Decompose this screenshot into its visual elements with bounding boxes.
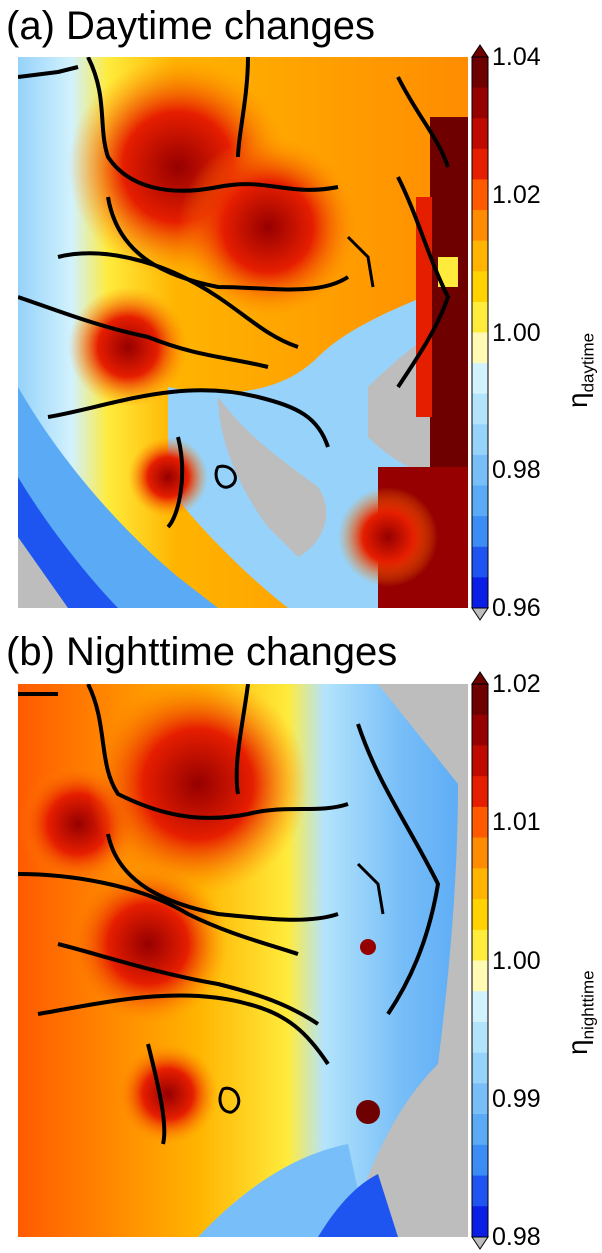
colorbar-band bbox=[472, 929, 488, 961]
colorbar-max-arrow bbox=[471, 44, 489, 58]
colorbar-band bbox=[472, 1052, 488, 1084]
colorbar-band bbox=[472, 899, 488, 931]
colorbar-band bbox=[472, 837, 488, 869]
cbar-b-tick: 1.02 bbox=[492, 670, 541, 698]
colorbar-band bbox=[472, 179, 488, 211]
colorbar-band bbox=[472, 1175, 488, 1207]
cbar-a-tick: 0.98 bbox=[492, 456, 541, 484]
colorbar-min-arrow bbox=[471, 1236, 489, 1250]
colorbar-band bbox=[472, 485, 488, 517]
daytime-colorbar bbox=[471, 44, 489, 621]
colorbar-band bbox=[472, 714, 488, 746]
colorbar-band bbox=[472, 363, 488, 395]
colorbar-band bbox=[472, 1114, 488, 1146]
colorbar-min-arrow bbox=[471, 607, 489, 621]
nighttime-change-map bbox=[18, 684, 468, 1237]
panel-a-title: (a) Daytime changes bbox=[6, 4, 376, 48]
colorbar-band bbox=[472, 776, 488, 808]
colorbar-band bbox=[472, 240, 488, 272]
colorbar-band bbox=[472, 960, 488, 992]
colorbar-band bbox=[472, 424, 488, 456]
cbar-a-tick: 1.04 bbox=[492, 43, 541, 71]
colorbar-band bbox=[472, 868, 488, 900]
colorbar-band bbox=[472, 57, 488, 89]
cbar-b-tick: 1.01 bbox=[492, 808, 541, 836]
colorbar-band bbox=[472, 991, 488, 1023]
colorbar-band bbox=[472, 806, 488, 839]
colorbar-band bbox=[472, 148, 488, 180]
colorbar-band bbox=[472, 210, 488, 242]
colorbar-band bbox=[472, 1083, 488, 1115]
colorbar-band bbox=[472, 684, 488, 716]
colorbar-band bbox=[472, 393, 488, 425]
cbar-b-tick: 0.99 bbox=[492, 1085, 541, 1113]
colorbar-band bbox=[472, 301, 488, 333]
colorbar-band bbox=[472, 1206, 488, 1238]
panel-b-title: (b) Nighttime changes bbox=[6, 630, 398, 674]
colorbar-band bbox=[472, 745, 488, 777]
colorbar-band bbox=[472, 1021, 488, 1054]
cbar-a-tick: 1.02 bbox=[492, 181, 541, 209]
nighttime-colorbar bbox=[471, 671, 489, 1250]
daytime-change-map bbox=[18, 57, 468, 608]
cbar-b-tick: 1.00 bbox=[492, 947, 541, 975]
colorbar-a-label: ηdaytime bbox=[562, 332, 598, 408]
colorbar-band bbox=[472, 118, 488, 150]
colorbar-band bbox=[472, 1144, 488, 1177]
colorbar-b-label: ηnighttime bbox=[562, 970, 598, 1055]
colorbar-band bbox=[472, 271, 488, 303]
colorbar-band bbox=[472, 332, 488, 364]
colorbar-band bbox=[472, 516, 488, 548]
cbar-a-tick: 0.96 bbox=[492, 594, 541, 622]
cbar-b-tick: 0.98 bbox=[492, 1223, 541, 1251]
colorbar-band bbox=[472, 546, 488, 578]
colorbar-band bbox=[472, 87, 488, 119]
colorbar-max-arrow bbox=[471, 671, 489, 685]
cbar-a-tick: 1.00 bbox=[492, 319, 541, 347]
colorbar-band bbox=[472, 577, 488, 609]
colorbar-band bbox=[472, 454, 488, 487]
